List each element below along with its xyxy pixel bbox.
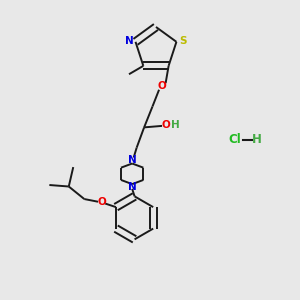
Text: N: N [128, 154, 136, 165]
Text: O: O [158, 81, 167, 91]
Text: N: N [128, 182, 136, 191]
Text: N: N [124, 36, 133, 46]
Text: S: S [179, 36, 187, 46]
Text: O: O [97, 197, 106, 207]
Text: Cl: Cl [229, 133, 242, 146]
Text: H: H [252, 133, 262, 146]
Text: H: H [170, 120, 179, 130]
Text: O: O [161, 120, 170, 130]
